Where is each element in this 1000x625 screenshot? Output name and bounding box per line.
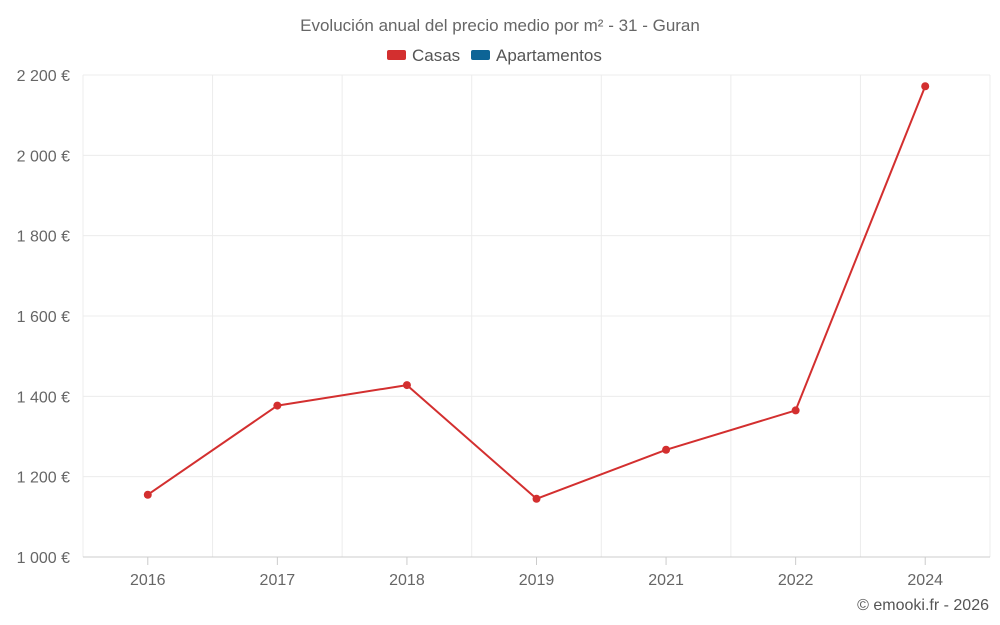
data-point-casas[interactable] [143,490,152,499]
x-tick-label: 2017 [260,572,296,589]
data-point-casas[interactable] [402,381,411,390]
y-tick-label: 1 000 € [17,550,70,567]
y-axis-ticks: 1 000 € 1 200 € 1 400 € 1 600 € 1 800 € 2 000… [17,68,70,567]
y-gridlines [83,74,990,478]
series-line-casas [147,85,927,500]
legend: Casas Apartamentos [387,46,602,65]
legend-item-apartamentos[interactable]: Apartamentos [471,46,602,65]
x-tick-label: 2016 [130,572,166,589]
legend-label-apartamentos: Apartamentos [496,46,602,65]
data-point-casas[interactable] [921,82,930,91]
legend-swatch-apartamentos [471,50,490,60]
x-tick-label: 2024 [907,572,943,589]
series-casas [143,82,930,503]
data-point-casas[interactable] [532,494,541,503]
x-tick-label: 2018 [389,572,425,589]
x-axis-ticks: 2016 2017 2018 2019 2021 2022 2024 [130,557,943,589]
credit-text: © emooki.fr - 2026 [857,597,989,614]
y-tick-label: 1 400 € [17,389,70,406]
y-tick-label: 1 600 € [17,309,70,326]
data-point-casas[interactable] [662,445,671,454]
x-gridlines [82,75,991,557]
y-tick-label: 1 800 € [17,229,70,246]
y-tick-label: 2 200 € [17,68,70,85]
data-point-casas[interactable] [791,406,800,415]
chart-title: Evolución anual del precio medio por m² … [300,16,700,35]
x-tick-label: 2021 [648,572,684,589]
data-point-casas[interactable] [273,401,282,410]
y-tick-label: 1 200 € [17,470,70,487]
legend-swatch-casas [387,50,406,60]
x-tick-label: 2022 [778,572,814,589]
y-tick-label: 2 000 € [17,148,70,165]
legend-label-casas: Casas [412,46,460,65]
x-tick-label: 2019 [519,572,555,589]
legend-item-casas[interactable]: Casas [387,46,460,65]
